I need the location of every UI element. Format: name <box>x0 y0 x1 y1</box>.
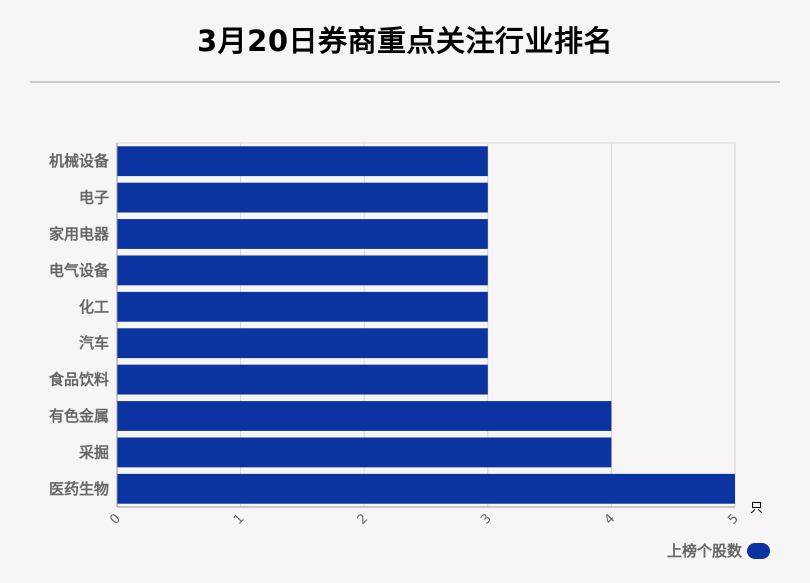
x-tick-label: 1 <box>231 511 247 527</box>
category-label: 有色金属 <box>49 407 109 425</box>
bar <box>117 401 612 431</box>
legend-label: 上榜个股数 <box>666 542 742 560</box>
category-label: 电子 <box>79 189 109 207</box>
legend-swatch <box>747 542 770 559</box>
category-label: 机械设备 <box>49 152 110 170</box>
x-axis-unit: 只 <box>750 501 763 516</box>
x-tick-label: 5 <box>725 511 741 527</box>
bar <box>117 182 488 213</box>
bar-series <box>117 146 735 504</box>
bar <box>117 437 612 468</box>
x-tick-labels: 0 1 2 3 4 5 <box>107 511 741 527</box>
bar <box>117 291 488 322</box>
category-label: 汽车 <box>79 334 109 352</box>
title-divider <box>30 81 780 83</box>
x-tick-label: 3 <box>478 511 494 527</box>
bar <box>117 473 735 504</box>
x-tick-label: 2 <box>355 511 371 527</box>
x-tick-label: 0 <box>107 511 123 527</box>
chart-title: 3月20日券商重点关注行业排名 <box>196 24 614 58</box>
category-label: 化工 <box>79 298 109 316</box>
category-label: 食品饮料 <box>49 371 109 389</box>
category-label: 电气设备 <box>49 261 110 279</box>
x-tick-label: 4 <box>602 511 618 527</box>
category-label: 采掘 <box>78 443 109 461</box>
category-label: 医药生物 <box>49 480 109 498</box>
bar <box>117 255 488 286</box>
category-label: 家用电器 <box>49 225 110 243</box>
bar <box>117 364 488 395</box>
legend: 上榜个股数 <box>667 540 770 561</box>
bar <box>117 219 488 249</box>
bar <box>117 146 488 177</box>
bar <box>117 328 488 359</box>
